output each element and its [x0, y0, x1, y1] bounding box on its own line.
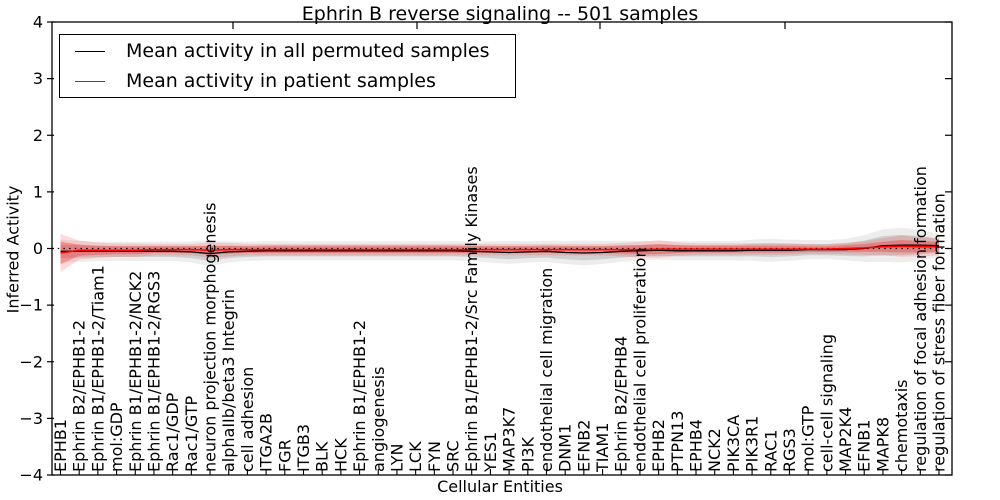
x-category-label: endothelial cell migration — [537, 268, 556, 472]
y-tick-label: 3 — [33, 69, 43, 88]
permuted-std-band — [60, 234, 939, 261]
x-category-label: MAP3K7 — [500, 407, 519, 472]
x-category-label: DNM1 — [556, 424, 575, 472]
legend-item-permuted: Mean activity in all permuted samples — [60, 37, 515, 65]
x-category-label: PI3K — [518, 436, 537, 472]
x-category-label: chemotaxis — [892, 380, 911, 472]
x-category-label: Ephrin B1/EPHB1-2/Src Family Kinases — [462, 166, 481, 472]
x-category-label: PIK3R1 — [743, 416, 762, 472]
chart-title: Ephrin B reverse signaling -- 501 sample… — [301, 3, 699, 25]
permuted-line-sample-icon — [75, 50, 105, 52]
x-category-label: Ephrin B1/EPHB1-2/RGS3 — [145, 271, 164, 472]
x-category-label: MAP2K4 — [836, 407, 855, 472]
x-category-label: endothelial cell proliferation — [630, 247, 649, 472]
x-category-label: cell adhesion — [238, 367, 257, 472]
x-category-label: regulation of stress fiber formation — [930, 193, 949, 472]
permuted-std-band — [60, 227, 939, 267]
x-category-label: PTPN13 — [668, 411, 687, 472]
x-category-label: angiogenesis — [369, 367, 388, 472]
patient-std-band — [60, 233, 939, 273]
x-category-label: Ephrin B2/EPHB4 — [612, 336, 631, 472]
x-category-label: mol:GTP — [799, 405, 818, 472]
x-category-label: PIK3CA — [724, 415, 743, 472]
x-category-label: FGR — [275, 439, 294, 472]
legend-item-patient: Mean activity in patient samples — [60, 67, 515, 95]
x-category-label: SRC — [444, 440, 463, 472]
y-tick-label: 1 — [33, 182, 43, 201]
x-category-label: TIAM1 — [593, 423, 612, 473]
permuted-mean-line — [60, 244, 940, 255]
y-tick-label: −3 — [19, 409, 43, 428]
x-category-label: EPHB4 — [687, 419, 706, 472]
x-category-label: alphaIIb/beta3 Integrin — [219, 289, 238, 472]
x-axis-label: Cellular Entities — [437, 477, 563, 496]
x-category-label: Ephrin B1/EPHB1-2 — [350, 320, 369, 472]
x-category-label: Ephrin B2/EPHB1-2 — [70, 320, 89, 472]
x-category-label: BLK — [313, 441, 332, 472]
legend-label-permuted: Mean activity in all permuted samples — [126, 40, 490, 62]
x-category-label: LYN — [387, 443, 406, 472]
y-tick-label: −1 — [19, 296, 43, 315]
y-tick-label: 4 — [33, 13, 43, 32]
x-category-label: LCK — [406, 441, 425, 472]
y-axis-label: Inferred Activity — [3, 185, 23, 314]
x-category-label: YES1 — [481, 432, 500, 473]
x-category-label: Rac1/GDP — [163, 392, 182, 472]
x-category-label: MAPK8 — [873, 417, 892, 472]
x-category-label: Ephrin B1/EPHB1-2/Tiam1 — [88, 265, 107, 472]
y-tick-label: 0 — [33, 239, 43, 258]
x-category-label: regulation of focal adhesion formation — [911, 166, 930, 472]
x-category-label: FYN — [425, 441, 444, 472]
x-category-label: neuron projection morphogenesis — [201, 203, 220, 473]
y-tick-label: 2 — [33, 126, 43, 145]
x-category-label: Ephrin B1/EPHB1-2/NCK2 — [126, 271, 145, 472]
legend: Mean activity in all permuted samples Me… — [59, 34, 516, 98]
x-category-label: EFNB1 — [855, 420, 874, 472]
x-category-label: ITGA2B — [257, 413, 276, 472]
x-category-label: EPHB1 — [51, 419, 70, 472]
x-category-label: HCK — [331, 438, 350, 472]
x-category-label: NCK2 — [705, 428, 724, 472]
x-category-label: ITGB3 — [294, 424, 313, 472]
legend-label-patient: Mean activity in patient samples — [126, 70, 436, 92]
patient-mean-line — [60, 245, 939, 254]
x-category-label: mol:GDP — [107, 402, 126, 472]
x-category-label: EPHB2 — [649, 419, 668, 472]
x-category-label: RAC1 — [761, 430, 780, 472]
y-tick-label: −4 — [19, 466, 43, 485]
x-category-label: cell-cell signaling — [817, 334, 836, 472]
x-category-label: RGS3 — [780, 428, 799, 472]
x-category-label: Rac1/GTP — [182, 395, 201, 472]
patient-line-sample-icon — [75, 80, 105, 82]
y-tick-label: −2 — [19, 352, 43, 371]
x-category-label: EFNB2 — [574, 420, 593, 472]
